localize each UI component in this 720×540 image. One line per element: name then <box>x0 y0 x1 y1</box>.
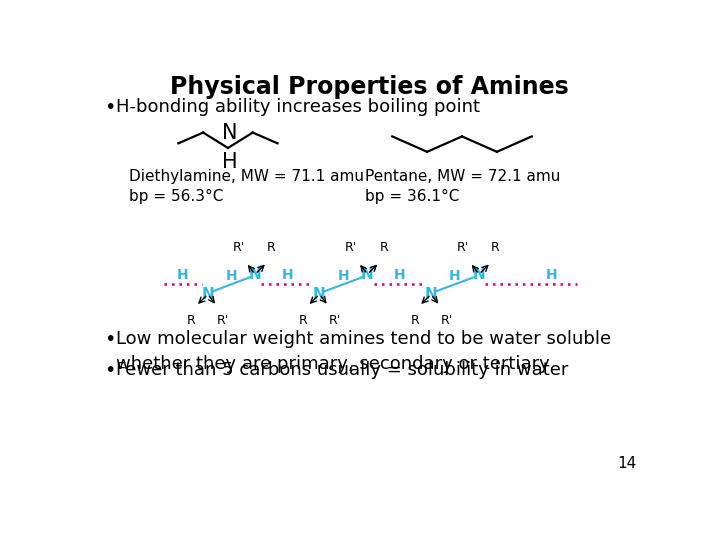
Text: R: R <box>187 314 196 327</box>
Text: H: H <box>282 268 293 282</box>
Text: Low molecular weight amines tend to be water soluble
whether they are primary, s: Low molecular weight amines tend to be w… <box>117 330 611 374</box>
Text: R': R' <box>233 241 245 254</box>
Text: H: H <box>393 268 405 282</box>
Text: R: R <box>299 314 307 327</box>
Text: H: H <box>338 269 349 283</box>
Text: R: R <box>379 241 388 254</box>
Text: R: R <box>491 241 500 254</box>
Text: •: • <box>104 361 115 380</box>
Text: H: H <box>449 269 461 283</box>
Text: R: R <box>410 314 419 327</box>
Text: R': R' <box>217 314 230 327</box>
Text: N: N <box>472 267 485 282</box>
Text: Physical Properties of Amines: Physical Properties of Amines <box>170 75 568 99</box>
Text: N: N <box>248 267 261 282</box>
Text: •: • <box>104 330 115 349</box>
Text: Diethylamine, MW = 71.1 amu
bp = 56.3°C: Diethylamine, MW = 71.1 amu bp = 56.3°C <box>129 168 364 204</box>
Text: R': R' <box>456 241 469 254</box>
Text: N: N <box>222 123 238 143</box>
Text: N: N <box>313 287 325 302</box>
Text: R': R' <box>345 241 357 254</box>
Text: Pentane, MW = 72.1 amu
bp = 36.1°C: Pentane, MW = 72.1 amu bp = 36.1°C <box>365 168 560 204</box>
Text: Fewer than 5 carbons usually = solubility in water: Fewer than 5 carbons usually = solubilit… <box>117 361 569 379</box>
Text: N: N <box>361 267 374 282</box>
Text: H: H <box>225 269 238 283</box>
Text: N: N <box>202 287 214 302</box>
Text: •: • <box>104 98 115 117</box>
Text: H: H <box>545 268 557 282</box>
Text: R: R <box>267 241 276 254</box>
Text: N: N <box>425 287 437 302</box>
Text: H-bonding ability increases boiling point: H-bonding ability increases boiling poin… <box>117 98 480 116</box>
Text: 14: 14 <box>617 456 636 471</box>
Text: H: H <box>222 152 238 172</box>
Text: R': R' <box>329 314 341 327</box>
Text: H: H <box>177 268 189 282</box>
Text: R': R' <box>441 314 453 327</box>
